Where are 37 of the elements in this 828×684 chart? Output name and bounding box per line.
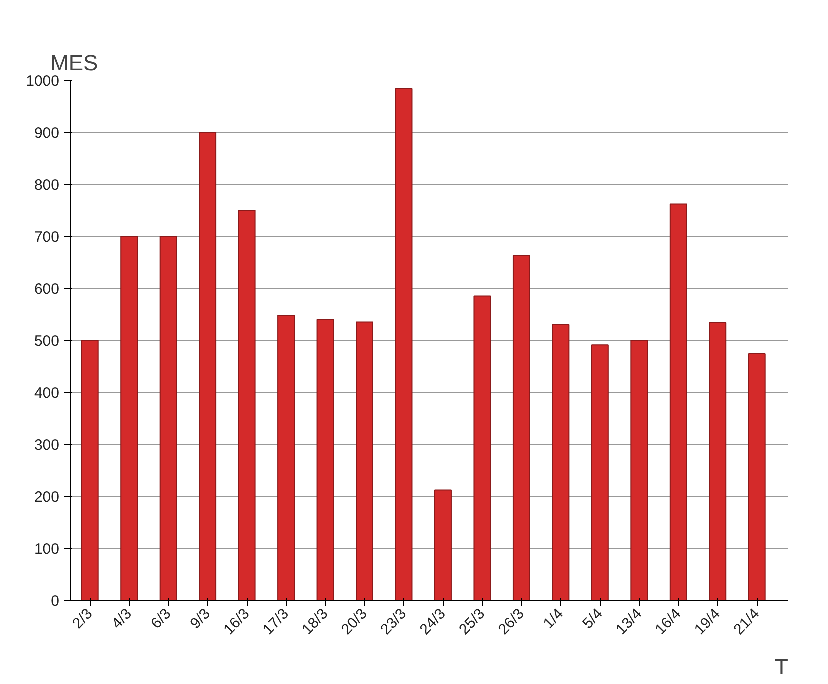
- x-tick-label: 9/3: [187, 606, 214, 632]
- x-axis-title: T: [775, 654, 789, 680]
- x-tick-label: 5/4: [580, 606, 606, 632]
- bar: [591, 344, 609, 600]
- y-tick-label: 600: [34, 281, 60, 298]
- y-tick-label: 900: [34, 125, 60, 142]
- bar: [356, 322, 374, 600]
- bar: [474, 296, 492, 600]
- y-axis-title: MES: [50, 50, 98, 76]
- y-tick-label: 700: [34, 229, 60, 246]
- bar: [709, 322, 727, 600]
- bar: [670, 204, 688, 600]
- x-tick-label: 1/4: [540, 606, 568, 632]
- y-tick-label: 300: [34, 437, 60, 454]
- bar: [630, 340, 648, 600]
- bar: [81, 340, 99, 600]
- bar: [748, 354, 766, 600]
- bar: [395, 88, 413, 600]
- bar: [434, 490, 452, 600]
- bar: [120, 236, 138, 600]
- y-tick-label: 400: [34, 385, 60, 402]
- y-tick-label: 800: [34, 177, 60, 194]
- bar: [160, 236, 178, 600]
- x-tick-label: 2/3: [69, 606, 96, 632]
- bar: [278, 315, 296, 600]
- x-tick-label: 6/3: [148, 606, 175, 632]
- y-tick-label: 1000: [26, 73, 60, 90]
- x-tick-label: 4/3: [108, 606, 136, 632]
- bar: [552, 324, 570, 600]
- y-tick-label: 0: [51, 593, 60, 610]
- y-tick-label: 500: [34, 333, 60, 350]
- bar: [512, 255, 530, 600]
- bar: [316, 319, 334, 600]
- bar: [199, 132, 217, 600]
- y-tick-label: 100: [34, 541, 60, 558]
- bar: [238, 210, 256, 600]
- y-tick-label: 200: [34, 489, 60, 506]
